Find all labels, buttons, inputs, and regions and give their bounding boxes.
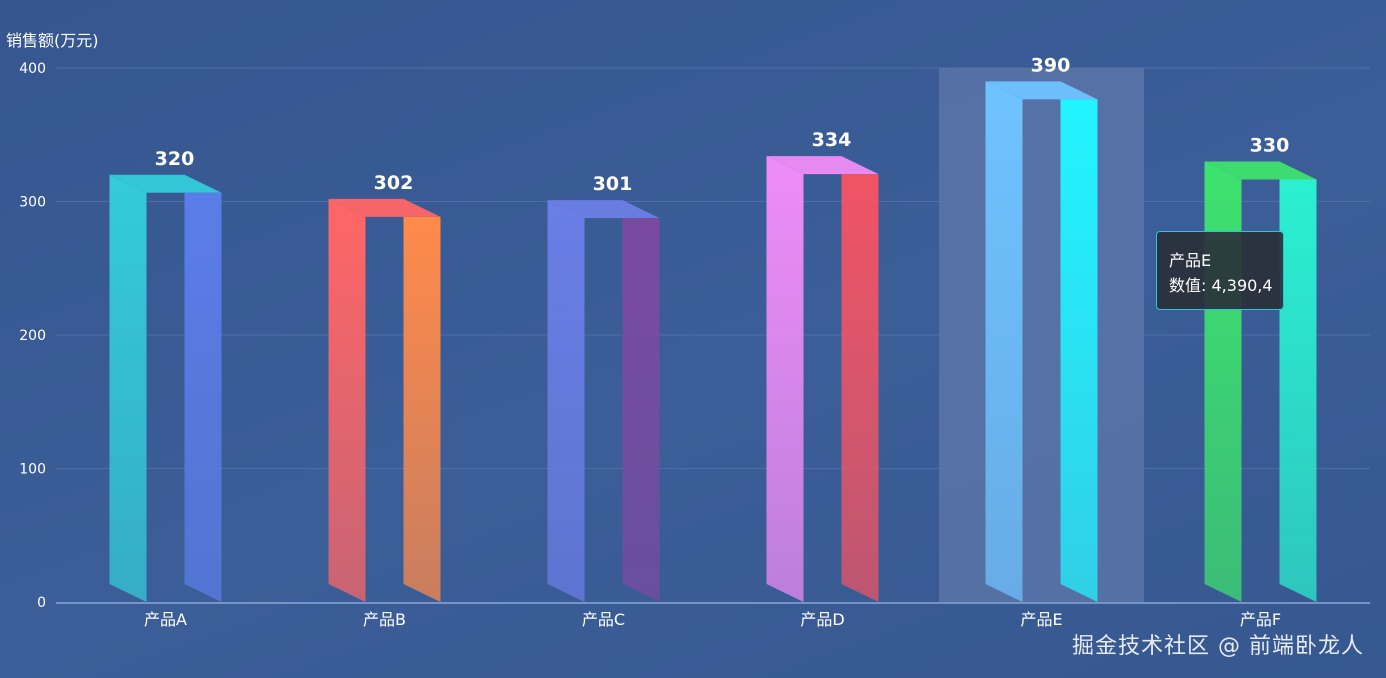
bar-right-pillar xyxy=(841,174,879,603)
bar-产品C xyxy=(547,200,660,603)
bar-left-pillar xyxy=(328,198,366,602)
bar-产品E xyxy=(985,81,1098,603)
x-tick-label: 产品A xyxy=(144,610,187,629)
data-label: 390 xyxy=(1031,54,1071,76)
x-tick-label: 产品E xyxy=(1020,610,1062,629)
y-tick-label: 0 xyxy=(37,595,46,611)
bar-top-face xyxy=(109,174,222,193)
y-tick-label: 200 xyxy=(19,328,46,344)
x-tick-label: 产品B xyxy=(363,610,406,629)
bar-top-face xyxy=(766,156,879,175)
highlight-band xyxy=(939,68,1144,602)
x-axis-ticks: 产品A 产品B 产品C 产品D 产品E 产品F xyxy=(144,610,1281,629)
bar-left-pillar xyxy=(985,81,1023,603)
x-tick-label: 产品C xyxy=(582,610,625,629)
bar-right-pillar xyxy=(1060,99,1098,602)
data-label: 330 xyxy=(1250,134,1290,156)
bar-right-pillar xyxy=(622,218,660,603)
tooltip-value: 4,390,4 xyxy=(1211,276,1273,295)
tooltip-colon: : xyxy=(1201,276,1212,295)
bar-right-pillar xyxy=(1279,179,1317,602)
y-axis-title: 销售额(万元) xyxy=(6,31,99,50)
data-label: 320 xyxy=(155,148,195,170)
y-tick-label: 400 xyxy=(19,61,46,77)
bar-top-face xyxy=(547,200,660,219)
bar-left-pillar xyxy=(1204,161,1242,602)
y-tick-label: 300 xyxy=(19,195,46,211)
y-tick-label: 100 xyxy=(19,462,46,478)
bar-left-pillar xyxy=(547,200,585,603)
watermark: 掘金技术社区 @ 前端卧龙人 xyxy=(1072,634,1364,659)
bar-top-face xyxy=(328,198,441,217)
grid-lines xyxy=(56,67,1370,469)
bar-left-pillar xyxy=(766,156,804,603)
bar-right-pillar xyxy=(184,192,222,603)
tooltip-label: 数值 xyxy=(1169,276,1202,295)
data-label: 302 xyxy=(374,172,414,194)
bar-top-face xyxy=(985,81,1098,100)
bar-产品A xyxy=(109,174,222,603)
data-label: 334 xyxy=(812,129,852,151)
tooltip-title: 产品E xyxy=(1169,251,1212,270)
x-tick-label: 产品F xyxy=(1240,610,1281,629)
data-label: 301 xyxy=(593,173,633,195)
bar-产品D xyxy=(766,156,879,603)
hover-highlight xyxy=(939,68,1144,602)
bar-left-pillar xyxy=(109,174,147,603)
tooltip: 产品E 数值: 4,390,4 xyxy=(1156,231,1284,310)
tooltip-value-row: 数值: 4,390,4 xyxy=(1169,273,1273,298)
x-tick-label: 产品D xyxy=(800,610,844,629)
y-axis-ticks: 0 100 200 300 400 xyxy=(19,61,46,611)
bar-产品F xyxy=(1204,161,1317,602)
data-labels: 320 302 301 334 390 330 xyxy=(155,54,1290,195)
bar-right-pillar xyxy=(403,216,441,602)
bar-产品B xyxy=(328,198,441,602)
bar-top-face xyxy=(1204,161,1317,180)
bars xyxy=(109,81,1317,603)
